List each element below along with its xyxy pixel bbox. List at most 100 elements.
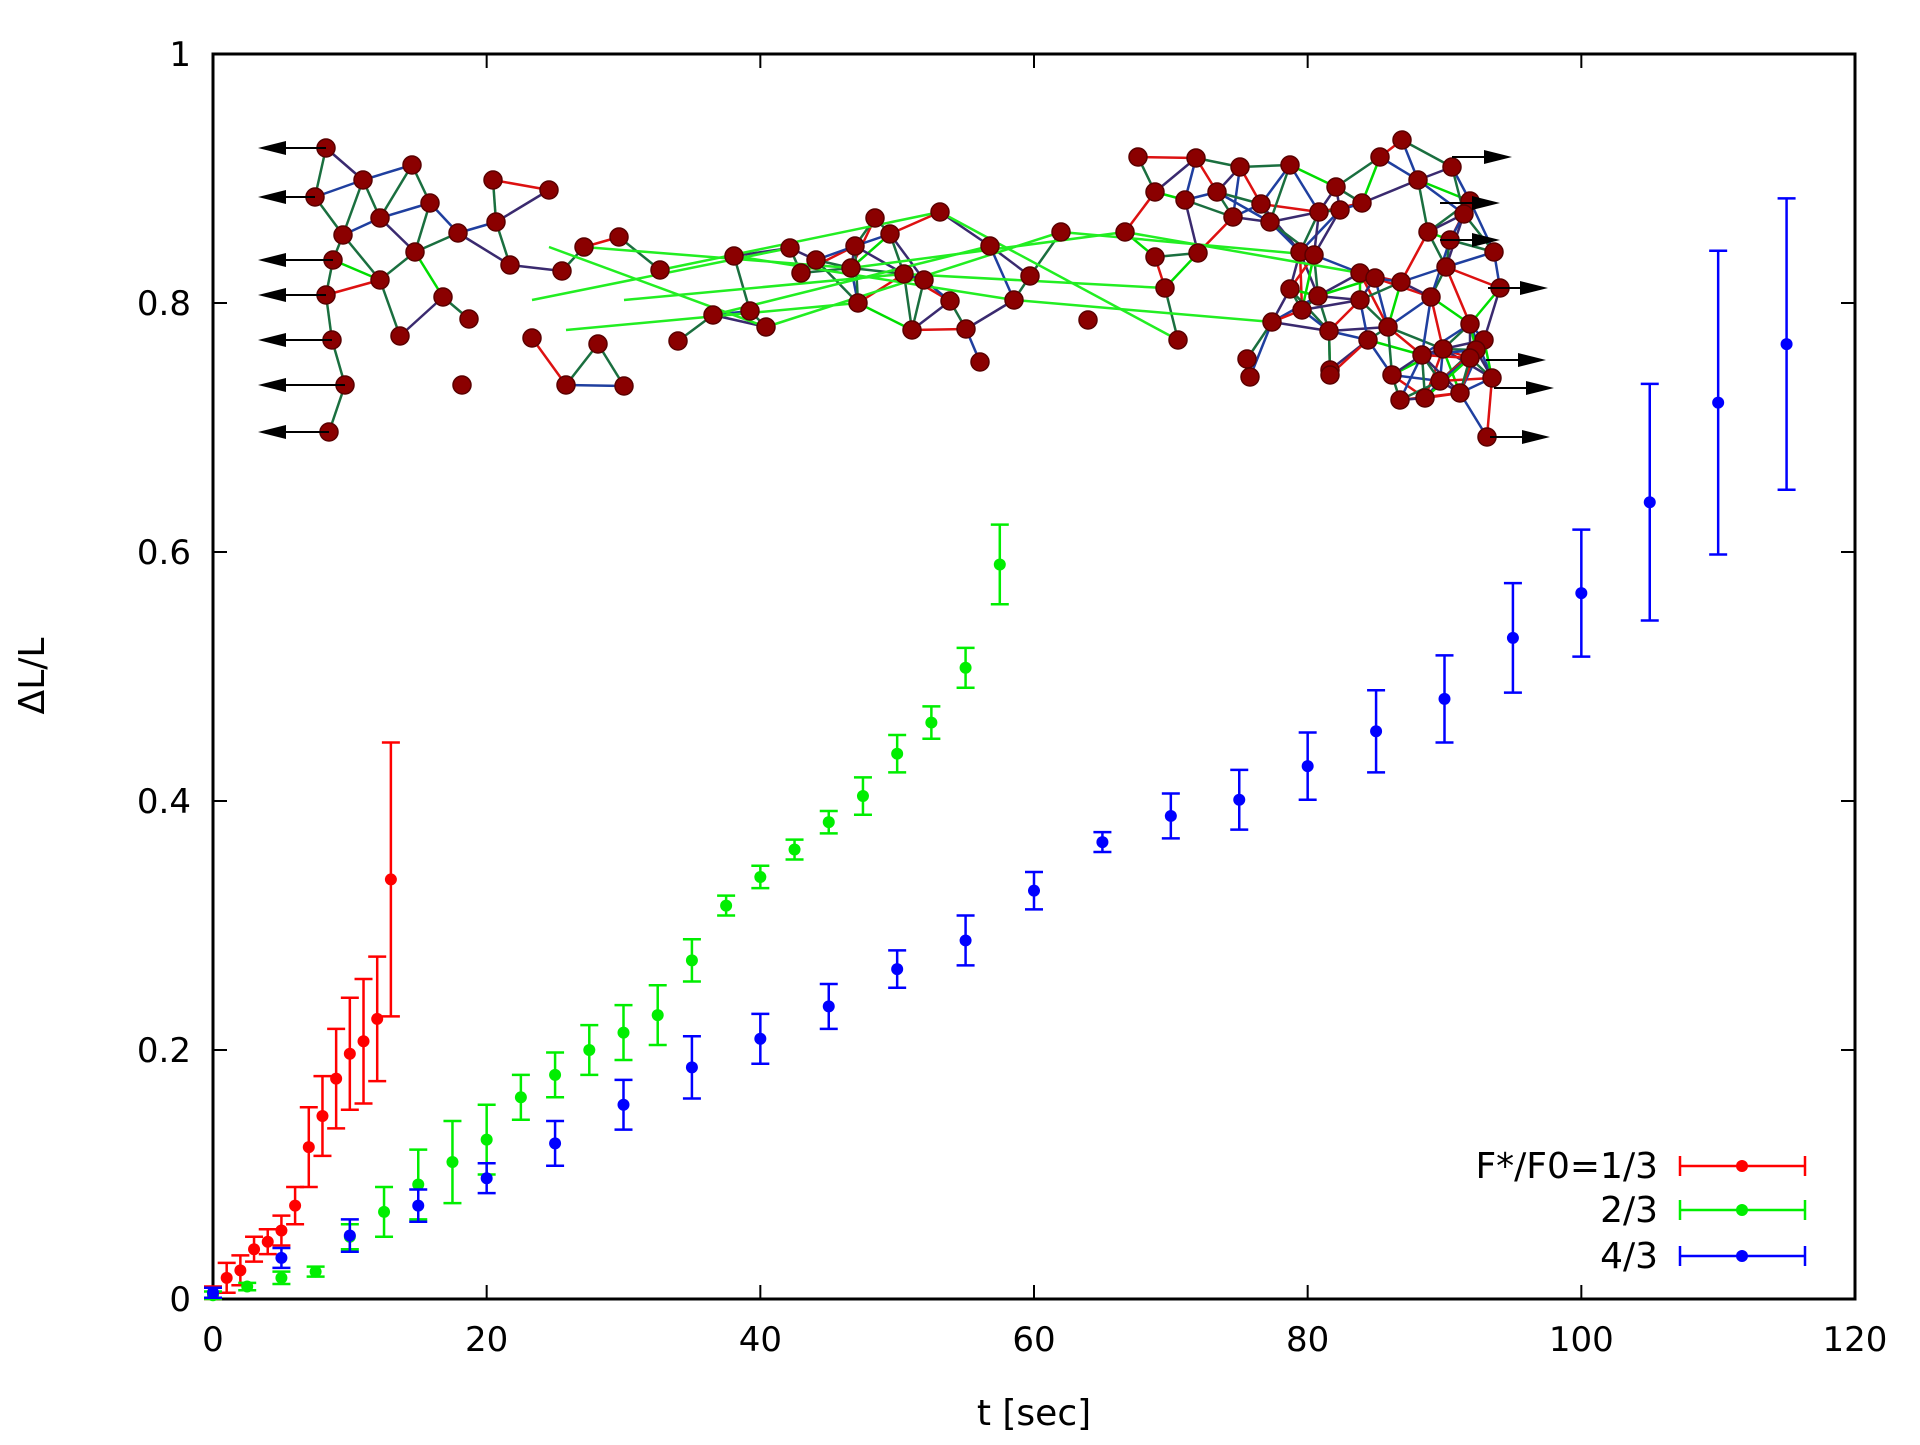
data-point — [514, 1091, 527, 1104]
data-point — [993, 558, 1006, 571]
x-tick-label: 120 — [1823, 1320, 1888, 1360]
network-bead — [588, 334, 608, 354]
data-point — [754, 1032, 767, 1045]
network-bead — [1412, 345, 1432, 365]
network-bead — [902, 320, 922, 340]
legend-swatch-dot — [1736, 1204, 1748, 1216]
network-bond — [1420, 296, 1433, 356]
y-tick-label: 1 — [169, 35, 191, 75]
data-point — [241, 1280, 254, 1293]
network-bead — [1262, 312, 1282, 332]
network-bead — [1482, 368, 1502, 388]
arrowhead-left-icon — [258, 333, 286, 347]
arrowhead-left-icon — [258, 288, 286, 302]
network-bead — [1155, 278, 1175, 298]
network-bond — [1260, 202, 1320, 214]
network-bond — [733, 254, 1015, 302]
series-1-3 — [204, 741, 400, 1301]
x-axis-label: t [sec] — [977, 1393, 1091, 1434]
arrowhead-left-icon — [258, 378, 286, 392]
network-bead — [1430, 371, 1450, 391]
network-bead — [1326, 177, 1346, 197]
data-point — [316, 1109, 329, 1122]
data-point — [891, 747, 904, 760]
network-bead — [448, 223, 468, 243]
data-point — [1096, 836, 1109, 849]
legend-label: 4/3 — [1600, 1236, 1658, 1277]
arrowhead-right-icon — [1522, 430, 1550, 444]
network-bead — [1358, 330, 1378, 350]
network-bond — [712, 244, 991, 317]
network-bead — [402, 155, 422, 175]
network-bead — [1292, 300, 1312, 320]
data-point — [480, 1133, 493, 1146]
network-bead — [483, 170, 503, 190]
arrowhead-left-icon — [258, 253, 286, 267]
data-point — [549, 1137, 562, 1150]
network-bead — [1304, 245, 1324, 265]
axis-ticks: 0 20 40 60 80 100 120 0 0.2 0.4 0.6 0.8 1 — [137, 35, 1888, 1360]
data-point — [275, 1224, 288, 1237]
data-point — [1643, 496, 1656, 509]
network-bead — [1454, 204, 1474, 224]
arrowhead-right-icon — [1472, 196, 1500, 210]
y-axis-label: ΔL/L — [12, 638, 53, 715]
network-bead — [956, 319, 976, 339]
data-point — [371, 1012, 384, 1025]
network-bead — [1352, 193, 1372, 213]
data-point — [1028, 884, 1040, 897]
network-bead — [914, 270, 934, 290]
network-bond — [857, 301, 913, 332]
network-bead — [780, 238, 800, 258]
network-bead — [1382, 365, 1402, 385]
network-bead — [1115, 222, 1135, 242]
data-point — [651, 1009, 664, 1022]
network-bead — [614, 376, 634, 396]
data-point — [617, 1026, 630, 1039]
network-bead — [1186, 148, 1206, 168]
data-point — [275, 1271, 288, 1284]
data-point — [302, 1141, 315, 1154]
data-point — [1780, 338, 1793, 351]
data-point — [720, 899, 733, 912]
data-point — [822, 1000, 835, 1013]
data-point — [275, 1251, 288, 1264]
arrowhead-left-icon — [258, 425, 286, 439]
network-bead — [1421, 287, 1441, 307]
x-tick-label: 40 — [739, 1320, 782, 1360]
network-bead — [668, 331, 688, 351]
network-bead — [650, 260, 670, 280]
network-bead — [1223, 207, 1243, 227]
network-bond — [988, 245, 1016, 301]
network-bead — [1168, 330, 1188, 350]
network-bead — [574, 237, 594, 257]
legend-label: 2/3 — [1600, 1190, 1658, 1231]
data-point — [583, 1044, 596, 1056]
network-bead — [1442, 157, 1462, 177]
data-point — [289, 1199, 302, 1212]
x-tick-label: 80 — [1286, 1320, 1329, 1360]
network-bead — [1390, 390, 1410, 410]
network-bead — [1433, 339, 1453, 359]
network-bead — [1280, 155, 1300, 175]
data-point — [856, 790, 869, 803]
network-bond — [1485, 377, 1494, 438]
data-point — [1164, 809, 1177, 822]
data-point — [1301, 760, 1314, 773]
network-bead — [848, 293, 868, 313]
network-bead — [791, 263, 811, 283]
network-bead — [930, 202, 950, 222]
network-bead — [1484, 242, 1504, 262]
data-point — [330, 1072, 343, 1085]
data-point — [412, 1178, 425, 1191]
network-bead — [1418, 222, 1438, 242]
network-bond — [1328, 325, 1389, 333]
network-bead — [1436, 257, 1456, 277]
network-bead — [1175, 190, 1195, 210]
data-point — [685, 1061, 698, 1074]
arrowhead-left-icon — [258, 141, 286, 155]
network-bead — [806, 250, 826, 270]
network-bond — [1124, 230, 1361, 275]
y-tick-label: 0.8 — [137, 284, 191, 324]
